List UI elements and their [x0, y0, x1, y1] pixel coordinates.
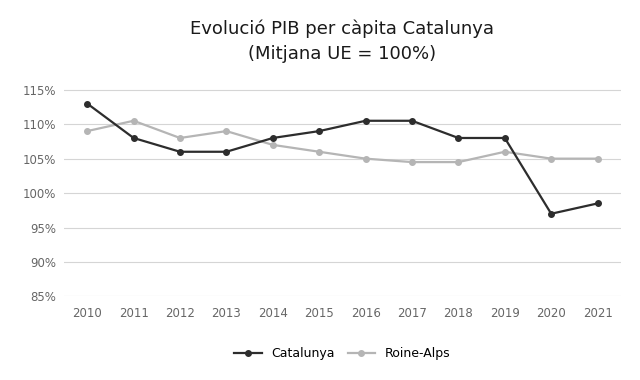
Roine-Alps: [501, 149, 509, 154]
Legend: Catalunya, Roine-Alps: Catalunya, Roine-Alps: [229, 342, 456, 365]
Catalunya: [130, 136, 138, 140]
Title: Evolució PIB per càpita Catalunya
(Mitjana UE = 100%): Evolució PIB per càpita Catalunya (Mitja…: [191, 20, 494, 63]
Roine-Alps: [223, 129, 230, 133]
Catalunya: [594, 201, 602, 206]
Roine-Alps: [362, 157, 369, 161]
Roine-Alps: [176, 136, 184, 140]
Catalunya: [408, 119, 416, 123]
Roine-Alps: [269, 142, 276, 147]
Roine-Alps: [130, 119, 138, 123]
Catalunya: [316, 129, 323, 133]
Catalunya: [223, 149, 230, 154]
Catalunya: [269, 136, 276, 140]
Catalunya: [501, 136, 509, 140]
Catalunya: [362, 119, 369, 123]
Line: Catalunya: Catalunya: [84, 101, 600, 217]
Catalunya: [454, 136, 462, 140]
Catalunya: [83, 101, 91, 106]
Roine-Alps: [83, 129, 91, 133]
Roine-Alps: [316, 149, 323, 154]
Catalunya: [547, 211, 555, 216]
Roine-Alps: [594, 157, 602, 161]
Roine-Alps: [454, 160, 462, 165]
Catalunya: [176, 149, 184, 154]
Line: Roine-Alps: Roine-Alps: [84, 118, 600, 165]
Roine-Alps: [408, 160, 416, 165]
Roine-Alps: [547, 157, 555, 161]
